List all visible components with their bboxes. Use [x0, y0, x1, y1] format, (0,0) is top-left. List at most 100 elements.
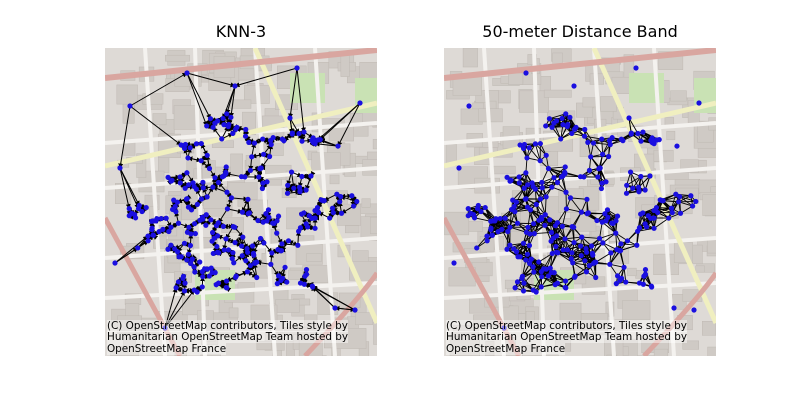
network-node: [211, 235, 217, 241]
secondary-road: [591, 46, 719, 325]
network-node: [239, 209, 245, 215]
network-node: [527, 207, 534, 213]
network-node: [563, 111, 569, 117]
band-edge: [509, 226, 527, 233]
network-node: [299, 211, 305, 217]
network-node: [599, 180, 605, 186]
network-node: [651, 225, 657, 231]
band-edge: [602, 232, 617, 244]
network-node: [175, 279, 182, 285]
minor-road: [104, 281, 378, 300]
network-node: [668, 205, 675, 211]
network-node: [192, 221, 198, 227]
network-node: [186, 182, 192, 188]
building: [666, 130, 676, 141]
network-node: [560, 122, 566, 128]
band-edge: [534, 143, 541, 161]
network-node: [291, 185, 297, 191]
knn-edge: [317, 102, 361, 141]
network-node: [185, 155, 191, 161]
band-edge: [534, 232, 552, 235]
band-edge: [571, 248, 587, 260]
network-node: [184, 70, 190, 76]
band-edge: [626, 176, 642, 186]
network-node: [527, 260, 533, 267]
network-node: [602, 211, 608, 217]
band-edge: [530, 209, 546, 216]
network-node: [188, 231, 194, 237]
band-edge: [538, 253, 553, 263]
network-node: [182, 185, 188, 191]
band-edge: [564, 173, 581, 178]
building: [237, 282, 255, 290]
minor-road: [253, 47, 277, 357]
network-node: [275, 213, 282, 219]
network-node: [304, 224, 311, 230]
network-node: [223, 278, 230, 284]
band-edge: [601, 221, 617, 234]
band-edge: [679, 196, 693, 207]
network-node: [269, 250, 275, 256]
network-node: [329, 205, 336, 211]
band-edge: [541, 276, 556, 285]
network-node: [545, 273, 551, 279]
minor-road: [482, 47, 506, 357]
network-node: [210, 250, 216, 257]
network-node: [627, 169, 634, 175]
building: [306, 253, 322, 262]
network-node: [282, 264, 288, 270]
network-node: [145, 238, 151, 244]
network-node: [224, 206, 231, 212]
knn-edge: [186, 72, 211, 120]
band-edge: [528, 147, 541, 161]
knn-edge: [129, 72, 188, 107]
network-node: [523, 70, 529, 76]
network-node: [223, 236, 229, 242]
band-edge: [562, 175, 581, 178]
knn-edge: [186, 72, 236, 88]
network-node: [209, 229, 216, 236]
network-node: [268, 261, 274, 267]
band-edge: [509, 209, 513, 228]
network-node: [221, 247, 227, 253]
network-node: [593, 274, 599, 281]
network-node: [582, 126, 588, 133]
network-node: [569, 250, 575, 256]
network-node: [352, 307, 358, 313]
network-node: [127, 103, 133, 109]
network-node: [562, 164, 568, 170]
network-node: [251, 140, 258, 146]
network-node: [244, 269, 251, 275]
network-node: [572, 273, 578, 279]
band-edge: [592, 238, 600, 254]
network-node: [547, 217, 553, 223]
knn-edge: [234, 67, 298, 88]
network-node: [550, 235, 556, 241]
network-node: [296, 130, 302, 137]
network-node: [554, 179, 561, 186]
network-node: [260, 136, 266, 142]
network-node: [299, 138, 305, 144]
network-node: [519, 273, 526, 279]
network-node: [338, 210, 345, 216]
panel-title-distance-band: 50-meter Distance Band: [482, 22, 678, 41]
network-node: [212, 270, 218, 276]
network-node: [297, 280, 304, 286]
network-node: [303, 187, 309, 193]
network-node: [136, 202, 142, 209]
network-node: [636, 187, 642, 194]
network-node: [562, 170, 568, 177]
network-node: [563, 206, 570, 212]
network-node: [254, 259, 260, 265]
network-node: [583, 246, 589, 252]
network-node: [588, 243, 595, 249]
network-node: [531, 221, 537, 227]
network-node: [267, 153, 273, 160]
band-edge: [653, 212, 659, 229]
network-node: [691, 307, 697, 313]
knn-edge: [231, 196, 249, 202]
network-nodes: [112, 65, 363, 331]
band-edge: [679, 196, 681, 214]
network-node: [474, 245, 480, 251]
network-node: [638, 173, 644, 180]
